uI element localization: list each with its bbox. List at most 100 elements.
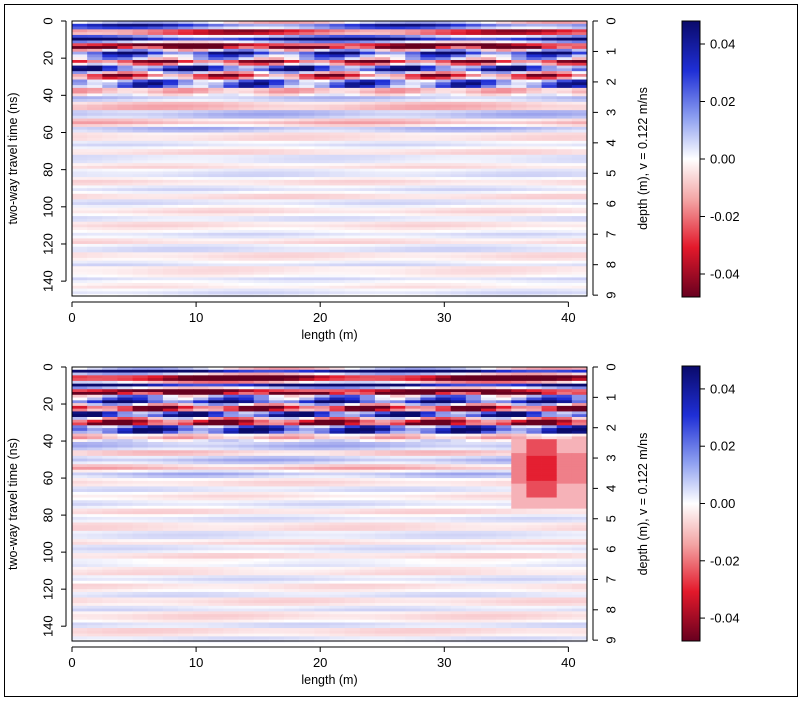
heatmap-cell [496, 266, 512, 270]
heatmap-cell [314, 199, 330, 203]
heatmap-cell [223, 397, 240, 401]
heatmap-cell [556, 126, 573, 131]
heatmap-cell [450, 246, 467, 250]
heatmap-cell [390, 163, 406, 167]
heatmap-cell [132, 288, 149, 292]
heatmap-cell [238, 85, 255, 89]
heatmap-cell [344, 34, 361, 39]
heatmap-cell [359, 43, 376, 47]
heatmap-cell [496, 489, 512, 493]
heatmap-cell [480, 230, 497, 234]
heatmap-cell [511, 110, 527, 114]
heatmap-cell [435, 26, 452, 30]
heatmap-cell [496, 177, 512, 181]
heatmap-cell [374, 422, 391, 426]
heatmap-cell [511, 472, 527, 476]
heatmap-cell [102, 455, 118, 460]
heatmap-cell [496, 204, 512, 209]
heatmap-cell [87, 177, 103, 181]
heatmap-cell [208, 277, 224, 281]
heatmap-cell [359, 252, 376, 256]
heatmap-cell [390, 389, 406, 393]
heatmap-cell [223, 439, 240, 443]
heatmap-cell [344, 79, 361, 83]
heatmap-cell [299, 71, 315, 75]
heatmap-cell [268, 118, 285, 122]
heatmap-cell [268, 115, 285, 119]
heatmap-cell [253, 115, 270, 119]
heatmap-cell [208, 213, 224, 217]
heatmap-cell [390, 394, 406, 398]
heatmap-cell [72, 383, 88, 387]
heatmap-cell [178, 168, 194, 172]
heatmap-cell [405, 26, 421, 30]
heatmap-cell [193, 101, 209, 106]
heatmap-cell [571, 419, 588, 423]
heatmap-cell [147, 453, 164, 457]
heatmap-cell [571, 121, 588, 125]
heatmap-cell [571, 185, 588, 189]
heatmap-cell [465, 57, 482, 61]
heatmap-cell [268, 124, 285, 128]
heatmap-cell [571, 146, 588, 150]
heatmap-cell [102, 243, 118, 248]
heatmap-cell [405, 85, 421, 89]
heatmap-cell [132, 196, 149, 200]
heatmap-cell [465, 193, 482, 197]
heatmap-cell [374, 51, 391, 55]
heatmap-cell [541, 483, 558, 487]
heatmap-cell [571, 126, 588, 131]
depth-tick-label: 4 [604, 139, 619, 146]
heatmap-cell [541, 464, 558, 468]
heatmap-cell [132, 386, 149, 390]
heatmap-cell [390, 51, 406, 55]
heatmap-cell [405, 213, 421, 217]
heatmap-cell [72, 489, 88, 493]
heatmap-cell [420, 48, 436, 53]
heatmap-cell [87, 168, 103, 172]
heatmap-cell [571, 163, 588, 167]
heatmap-cell [541, 444, 558, 448]
heatmap-cell [405, 227, 421, 231]
heatmap-cell [299, 428, 315, 432]
heatmap-cell [178, 391, 194, 396]
heatmap-cell [178, 54, 194, 58]
heatmap-cell [253, 489, 270, 493]
heatmap-cell [132, 232, 149, 237]
heatmap-cell [556, 143, 573, 147]
heatmap-cell [344, 165, 361, 170]
heatmap-cell [223, 428, 240, 432]
heatmap-cell [541, 478, 558, 482]
heatmap-cell [253, 444, 270, 448]
heatmap-cell [450, 372, 467, 376]
heatmap-cell [208, 489, 224, 493]
heatmap-cell [556, 191, 573, 195]
heatmap-cell [208, 447, 224, 451]
heatmap-cell [329, 132, 346, 136]
heatmap-cell [496, 447, 512, 451]
heatmap-cell [390, 391, 406, 396]
heatmap-cell [162, 461, 179, 465]
heatmap-cell [359, 160, 376, 164]
heatmap-cell [541, 210, 558, 214]
heatmap-cell [162, 87, 179, 92]
heatmap-cell [541, 378, 558, 382]
heatmap-cell [178, 60, 194, 64]
heatmap-cell [253, 138, 270, 142]
heatmap-cell [193, 466, 209, 471]
heatmap-cell [344, 378, 361, 382]
heatmap-cell [147, 99, 164, 103]
heatmap-cell [102, 285, 118, 289]
heatmap-cell [117, 112, 133, 117]
heatmap-cell [480, 422, 497, 426]
heatmap-cell [571, 235, 588, 239]
heatmap-cell [238, 107, 255, 111]
heatmap-cell [496, 107, 512, 111]
heatmap-cell [87, 21, 103, 25]
heatmap-cell [284, 126, 300, 131]
heatmap-cell [238, 96, 255, 100]
heatmap-cell [480, 26, 497, 30]
heatmap-cell [102, 163, 118, 167]
heatmap-cell [208, 43, 224, 47]
heatmap-cell [511, 21, 527, 25]
